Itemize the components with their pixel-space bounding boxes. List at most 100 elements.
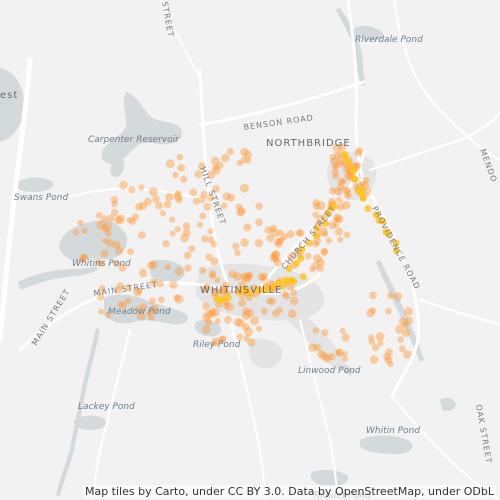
heat-point <box>264 226 272 234</box>
heat-point <box>290 289 298 296</box>
heat-point <box>343 231 351 239</box>
heat-point <box>174 190 182 198</box>
heat-point <box>402 321 409 329</box>
map-attribution[interactable]: Map tiles by Carto, under CC BY 3.0. Dat… <box>82 485 496 498</box>
heat-point <box>247 338 256 347</box>
heat-point <box>332 162 340 169</box>
heat-point <box>115 286 123 294</box>
heat-point <box>143 197 152 206</box>
heat-point <box>312 211 319 218</box>
heat-point <box>173 294 181 301</box>
heat-point <box>211 288 221 297</box>
heat-point <box>117 301 124 309</box>
heat-point <box>133 287 143 297</box>
heat-point <box>387 361 394 368</box>
label-main-street-b: MAIN STREET <box>30 287 72 347</box>
heat-point <box>364 205 372 213</box>
heat-point <box>146 309 155 318</box>
road-river-link <box>299 319 339 500</box>
heat-point <box>304 252 312 260</box>
heat-point <box>127 248 135 256</box>
heat-point <box>245 272 253 280</box>
heat-point <box>345 159 352 167</box>
heat-point <box>96 292 105 301</box>
heat-point <box>244 327 254 337</box>
heat-point <box>313 237 322 246</box>
heat-point <box>206 170 216 180</box>
heat-point <box>287 309 297 319</box>
heat-point <box>269 254 278 263</box>
heat-point <box>199 266 207 274</box>
heat-point <box>328 221 337 230</box>
label-riley-pond: Riley Pond <box>193 340 241 350</box>
heat-point <box>165 192 174 201</box>
heat-point <box>338 143 346 151</box>
heat-point <box>234 249 241 257</box>
heat-point <box>221 281 230 291</box>
heat-point <box>174 294 184 304</box>
heat-point <box>269 224 277 233</box>
heat-point <box>311 262 320 271</box>
south-river <box>56 328 100 496</box>
heat-point <box>337 236 344 243</box>
heat-point <box>369 307 377 314</box>
heat-point <box>312 232 320 240</box>
rivulet-pond-water <box>310 469 349 487</box>
heat-point <box>255 218 263 227</box>
heat-point <box>236 159 244 167</box>
heat-point <box>332 222 340 229</box>
heat-point <box>246 271 253 279</box>
heat-point <box>281 233 288 240</box>
heat-point <box>243 223 252 232</box>
heat-point <box>325 237 333 244</box>
heat-point <box>138 184 145 191</box>
heat-point <box>222 192 231 201</box>
heat-point <box>204 318 213 327</box>
heat-point <box>221 153 230 163</box>
heat-point <box>200 190 208 199</box>
heat-point <box>196 221 204 228</box>
heat-point <box>168 216 176 223</box>
heat-point <box>101 225 109 233</box>
heat-point <box>176 153 184 161</box>
heat-point <box>321 219 329 227</box>
heat-point <box>257 273 265 281</box>
heat-point <box>100 249 109 258</box>
heat-point <box>111 208 119 217</box>
heat-point <box>216 161 224 169</box>
heat-point <box>404 307 413 316</box>
heat-point <box>266 297 273 305</box>
label-mendon: MENDO <box>478 148 499 184</box>
heat-point <box>227 193 236 202</box>
road-hill-street <box>198 68 232 292</box>
heat-point <box>323 354 332 363</box>
heat-point <box>312 202 321 211</box>
heat-point <box>112 240 121 249</box>
heat-point <box>328 353 336 361</box>
heat-point <box>149 297 156 304</box>
heat-point <box>169 280 178 289</box>
heat-point <box>255 325 262 332</box>
heat-point <box>336 160 344 168</box>
heat-point <box>335 196 343 204</box>
road-east <box>369 111 500 171</box>
heat-point <box>192 197 200 205</box>
heat-point <box>238 299 247 307</box>
heat-point <box>368 338 376 346</box>
carpenter-reservoir-water <box>101 92 183 165</box>
heat-point <box>128 186 136 194</box>
heat-point <box>211 308 220 317</box>
whitin-pond-water <box>360 435 413 454</box>
heat-point <box>211 156 220 166</box>
heat-point <box>333 216 340 223</box>
heat-point <box>392 247 400 255</box>
heat-point <box>241 311 251 320</box>
river-west <box>18 266 98 290</box>
left-edge-lake <box>0 68 25 142</box>
heat-point <box>174 226 181 233</box>
heat-point <box>392 239 400 247</box>
heat-point <box>272 250 280 258</box>
heat-point <box>313 225 321 232</box>
heat-point <box>237 206 246 216</box>
